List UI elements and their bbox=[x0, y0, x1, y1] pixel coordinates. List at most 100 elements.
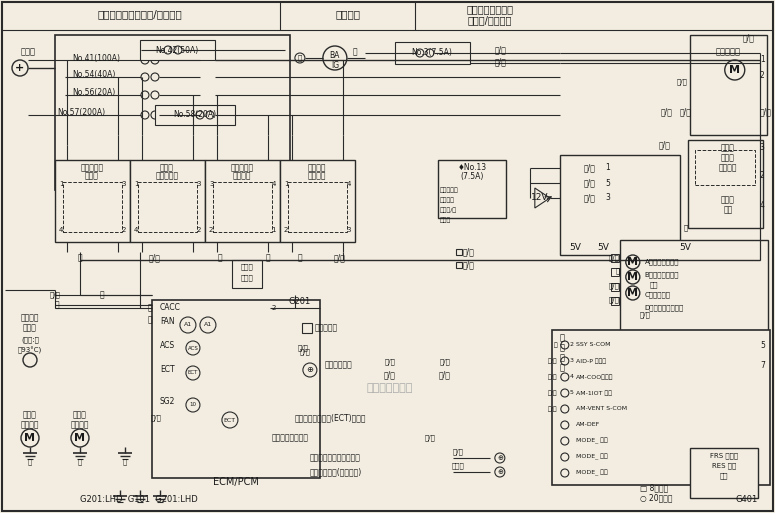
Text: 黑/黄: 黑/黄 bbox=[661, 108, 673, 116]
Bar bbox=[138, 182, 197, 232]
Text: 2: 2 bbox=[284, 227, 288, 233]
Text: 红/白: 红/白 bbox=[151, 415, 162, 421]
Circle shape bbox=[561, 453, 569, 461]
Text: 1: 1 bbox=[134, 181, 139, 187]
Circle shape bbox=[561, 405, 569, 413]
Text: □ 8芯插头: □ 8芯插头 bbox=[640, 483, 668, 492]
Text: MODE_ 模式: MODE_ 模式 bbox=[576, 438, 608, 444]
Text: 黑/黄: 黑/黄 bbox=[495, 57, 507, 67]
Text: 电器盒: 电器盒 bbox=[440, 217, 451, 223]
Bar bbox=[690, 35, 766, 135]
Circle shape bbox=[174, 46, 182, 54]
Text: M: M bbox=[25, 433, 36, 443]
Circle shape bbox=[561, 421, 569, 429]
Text: 蓝/红: 蓝/红 bbox=[760, 108, 772, 116]
Text: 发动机冷却液温度(ECT)传感器: 发动机冷却液温度(ECT)传感器 bbox=[294, 413, 366, 423]
Text: 4: 4 bbox=[59, 227, 64, 233]
Text: No.56(20A): No.56(20A) bbox=[72, 89, 115, 97]
Bar bbox=[130, 160, 205, 242]
Circle shape bbox=[295, 53, 305, 63]
Text: 蓝/红: 蓝/红 bbox=[584, 179, 596, 187]
Text: 黄/黑: 黄/黑 bbox=[743, 33, 755, 43]
Text: BA: BA bbox=[329, 50, 340, 60]
Text: 5: 5 bbox=[760, 341, 765, 349]
Text: B车外空气温度传: B车外空气温度传 bbox=[645, 272, 680, 279]
Circle shape bbox=[725, 60, 745, 80]
Text: (接通:高: (接通:高 bbox=[21, 337, 39, 343]
Text: 路: 路 bbox=[560, 364, 565, 372]
Circle shape bbox=[151, 56, 159, 64]
Text: 冷凝器: 冷凝器 bbox=[160, 164, 174, 172]
Text: SSY S-COM: SSY S-COM bbox=[576, 343, 611, 347]
Text: M: M bbox=[627, 288, 639, 298]
Text: 7: 7 bbox=[760, 361, 765, 369]
Text: 2: 2 bbox=[209, 227, 213, 233]
Bar bbox=[152, 300, 320, 478]
Text: 绿: 绿 bbox=[100, 290, 105, 300]
Text: No.41(100A): No.41(100A) bbox=[72, 53, 120, 63]
Circle shape bbox=[151, 91, 159, 99]
Text: 蓝/红: 蓝/红 bbox=[299, 349, 310, 356]
Circle shape bbox=[561, 341, 569, 349]
Text: 1: 1 bbox=[605, 164, 610, 172]
Bar bbox=[694, 150, 755, 185]
Text: 红/白: 红/白 bbox=[548, 390, 558, 396]
Text: 1: 1 bbox=[284, 181, 288, 187]
Circle shape bbox=[495, 453, 505, 463]
Text: 风扇继电器: 风扇继电器 bbox=[155, 171, 178, 181]
Circle shape bbox=[151, 111, 159, 119]
Circle shape bbox=[495, 467, 505, 477]
Text: FRS 再循环: FRS 再循环 bbox=[710, 452, 738, 459]
Bar bbox=[456, 249, 462, 255]
Bar bbox=[280, 160, 355, 242]
Circle shape bbox=[206, 111, 214, 119]
Text: 压缩机: 压缩机 bbox=[240, 264, 253, 270]
Polygon shape bbox=[535, 188, 549, 208]
Text: 电: 电 bbox=[560, 353, 565, 363]
Text: 风扇电机: 风扇电机 bbox=[21, 421, 40, 429]
Text: 3: 3 bbox=[209, 181, 213, 187]
Text: 黑: 黑 bbox=[78, 459, 82, 465]
Bar bbox=[456, 262, 462, 268]
Text: 发动机室盖下保险丝/继电器盒: 发动机室盖下保险丝/继电器盒 bbox=[98, 9, 182, 19]
Text: 空调二极管: 空调二极管 bbox=[315, 324, 338, 332]
Text: No.58(20A): No.58(20A) bbox=[174, 110, 216, 120]
Text: 黄/绿: 黄/绿 bbox=[439, 370, 451, 380]
Text: 5V: 5V bbox=[569, 244, 580, 252]
Text: 控制: 控制 bbox=[719, 472, 728, 479]
Text: 黄/黑: 黄/黑 bbox=[334, 253, 346, 263]
Text: 灰: 灰 bbox=[554, 342, 558, 348]
Text: 白/红: 白/红 bbox=[609, 297, 620, 303]
Circle shape bbox=[186, 341, 200, 355]
Text: ECT: ECT bbox=[160, 365, 174, 374]
Text: 红: 红 bbox=[218, 253, 222, 263]
Text: No.57(200A): No.57(200A) bbox=[57, 109, 105, 117]
Text: D蒸发器温度传感器: D蒸发器温度传感器 bbox=[645, 305, 684, 311]
Bar bbox=[611, 297, 618, 305]
Text: 功率晶: 功率晶 bbox=[721, 195, 735, 205]
Bar bbox=[687, 140, 763, 228]
Text: 于93°C): 于93°C) bbox=[18, 346, 42, 353]
Text: G201: G201 bbox=[289, 298, 311, 306]
Text: AM-VENT S-COM: AM-VENT S-COM bbox=[576, 406, 627, 411]
Bar bbox=[140, 40, 215, 60]
Text: ACS: ACS bbox=[160, 341, 175, 349]
Text: ACS: ACS bbox=[188, 345, 198, 350]
Text: A1: A1 bbox=[204, 323, 212, 327]
Text: 离合器: 离合器 bbox=[240, 274, 253, 281]
Circle shape bbox=[141, 73, 149, 81]
Text: 1: 1 bbox=[760, 55, 764, 65]
Text: AM-DEF: AM-DEF bbox=[576, 423, 600, 427]
Circle shape bbox=[625, 255, 640, 269]
Text: 黑/黄: 黑/黄 bbox=[495, 46, 507, 54]
Text: IG: IG bbox=[331, 61, 339, 69]
Text: 鼓风机电机: 鼓风机电机 bbox=[715, 48, 740, 56]
Text: ECM/PCM: ECM/PCM bbox=[213, 477, 259, 487]
Text: 5V: 5V bbox=[680, 244, 691, 252]
Text: 白: 白 bbox=[298, 55, 302, 62]
Text: 3: 3 bbox=[570, 359, 574, 364]
Text: 器继电器: 器继电器 bbox=[232, 171, 251, 181]
Text: 4: 4 bbox=[134, 227, 138, 233]
Text: No.3(7.5A): No.3(7.5A) bbox=[412, 49, 453, 57]
Text: 点火开关: 点火开关 bbox=[336, 9, 360, 19]
